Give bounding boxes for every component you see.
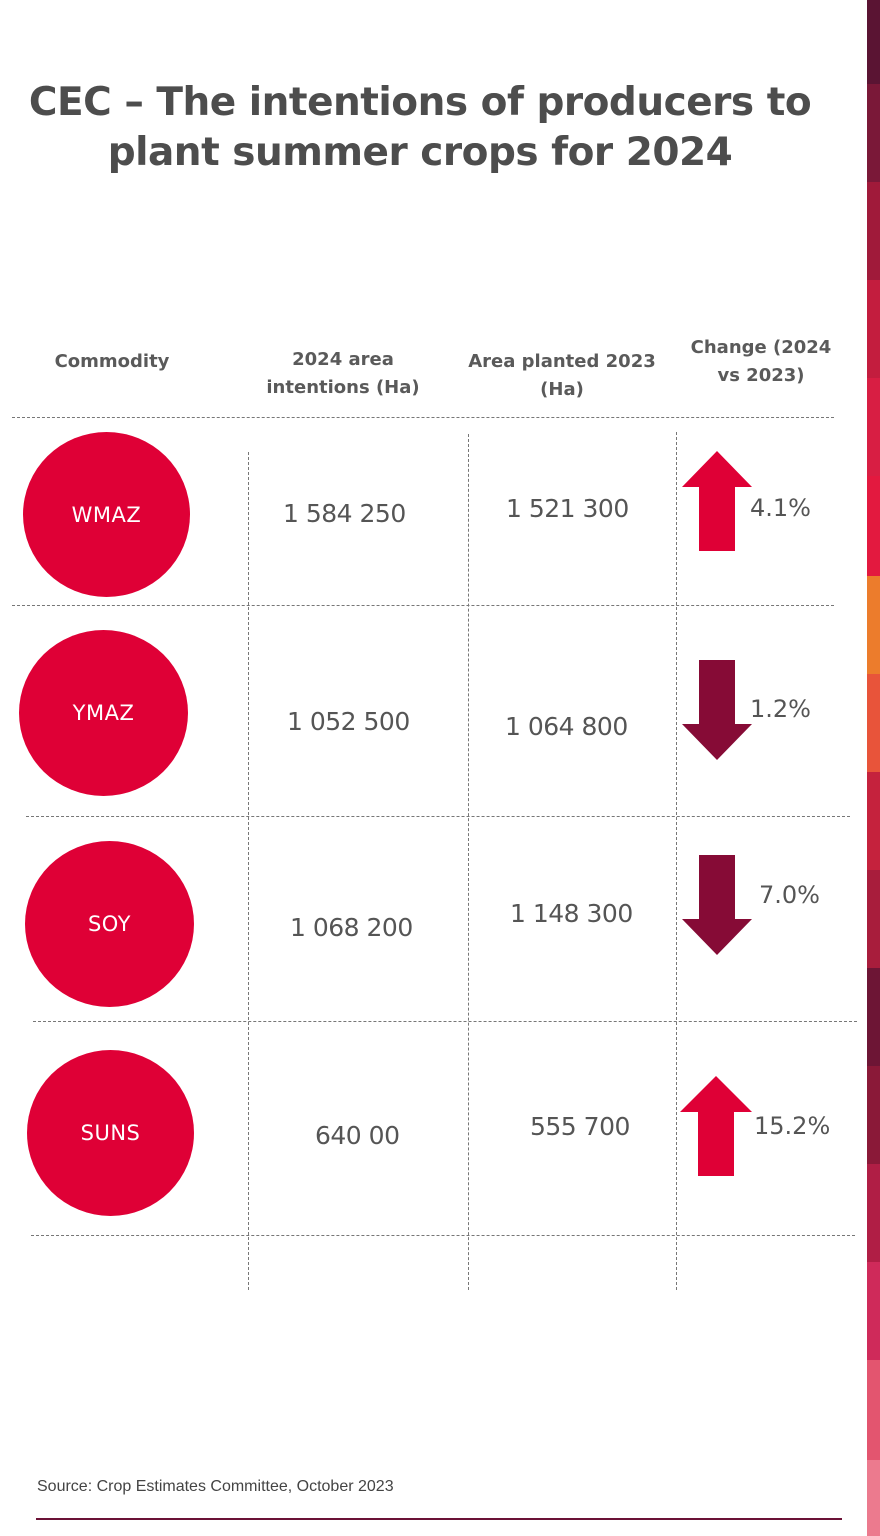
column-divider <box>248 452 249 1290</box>
bottom-divider <box>36 1518 842 1520</box>
commodity-badge: SUNS <box>27 1050 194 1216</box>
table-rule <box>26 816 850 817</box>
commodity-badge: YMAZ <box>19 630 188 796</box>
column-divider <box>468 434 469 1290</box>
arrow-down-icon <box>682 855 752 955</box>
planted-2023-value: 1 521 300 <box>506 494 629 523</box>
intentions-2024-value: 1 584 250 <box>283 499 406 528</box>
commodity-label: SOY <box>87 912 132 936</box>
commodity-label: WMAZ <box>71 502 142 527</box>
commodity-label: YMAZ <box>72 701 135 725</box>
header-commodity-label: Commodity <box>54 351 170 372</box>
table-rule <box>12 417 834 418</box>
intentions-2024-value: 1 052 500 <box>287 707 410 736</box>
source-note: Source: Crop Estimates Committee, Octobe… <box>37 1478 394 1495</box>
header-planted: Area planted 2023 (Ha) <box>457 348 667 404</box>
planted-2023-value: 1 148 300 <box>510 899 633 928</box>
header-planted-line-2: (Ha) <box>540 379 584 400</box>
arrow-down-icon <box>682 660 752 760</box>
header-intentions-line-2: intentions (Ha) <box>266 377 420 398</box>
change-value: 7.0% <box>759 881 820 909</box>
page-title: CEC – The intentions of producers to plan… <box>20 78 820 178</box>
header-change-line-1: Change (2024 <box>690 337 832 358</box>
change-value: 4.1% <box>750 494 811 522</box>
header-change: Change (2024 vs 2023) <box>680 334 842 390</box>
table-rule <box>33 1021 857 1022</box>
header-change-line-2: vs 2023) <box>717 365 805 386</box>
change-value: 1.2% <box>750 695 811 723</box>
intentions-2024-value: 640 00 <box>315 1121 400 1150</box>
commodity-badge: WMAZ <box>23 432 190 597</box>
header-planted-line-1: Area planted 2023 <box>468 351 656 372</box>
header-intentions-line-1: 2024 area <box>292 349 394 370</box>
commodity-badge: SOY <box>25 841 194 1007</box>
table-rule <box>12 605 834 606</box>
commodity-label: SUNS <box>80 1121 141 1145</box>
intentions-2024-value: 1 068 200 <box>290 913 413 942</box>
column-divider <box>676 432 677 1290</box>
planted-2023-value: 1 064 800 <box>505 712 628 741</box>
header-intentions: 2024 area intentions (Ha) <box>243 346 443 402</box>
title-line-2: plant summer crops for 2024 <box>107 130 733 175</box>
title-line-1: CEC – The intentions of producers to <box>28 80 812 125</box>
table-rule <box>31 1235 855 1236</box>
change-value: 15.2% <box>754 1112 831 1140</box>
arrow-up-icon <box>682 451 752 551</box>
arrow-up-icon <box>680 1076 752 1176</box>
header-commodity: Commodity <box>22 348 202 376</box>
planted-2023-value: 555 700 <box>530 1112 630 1141</box>
